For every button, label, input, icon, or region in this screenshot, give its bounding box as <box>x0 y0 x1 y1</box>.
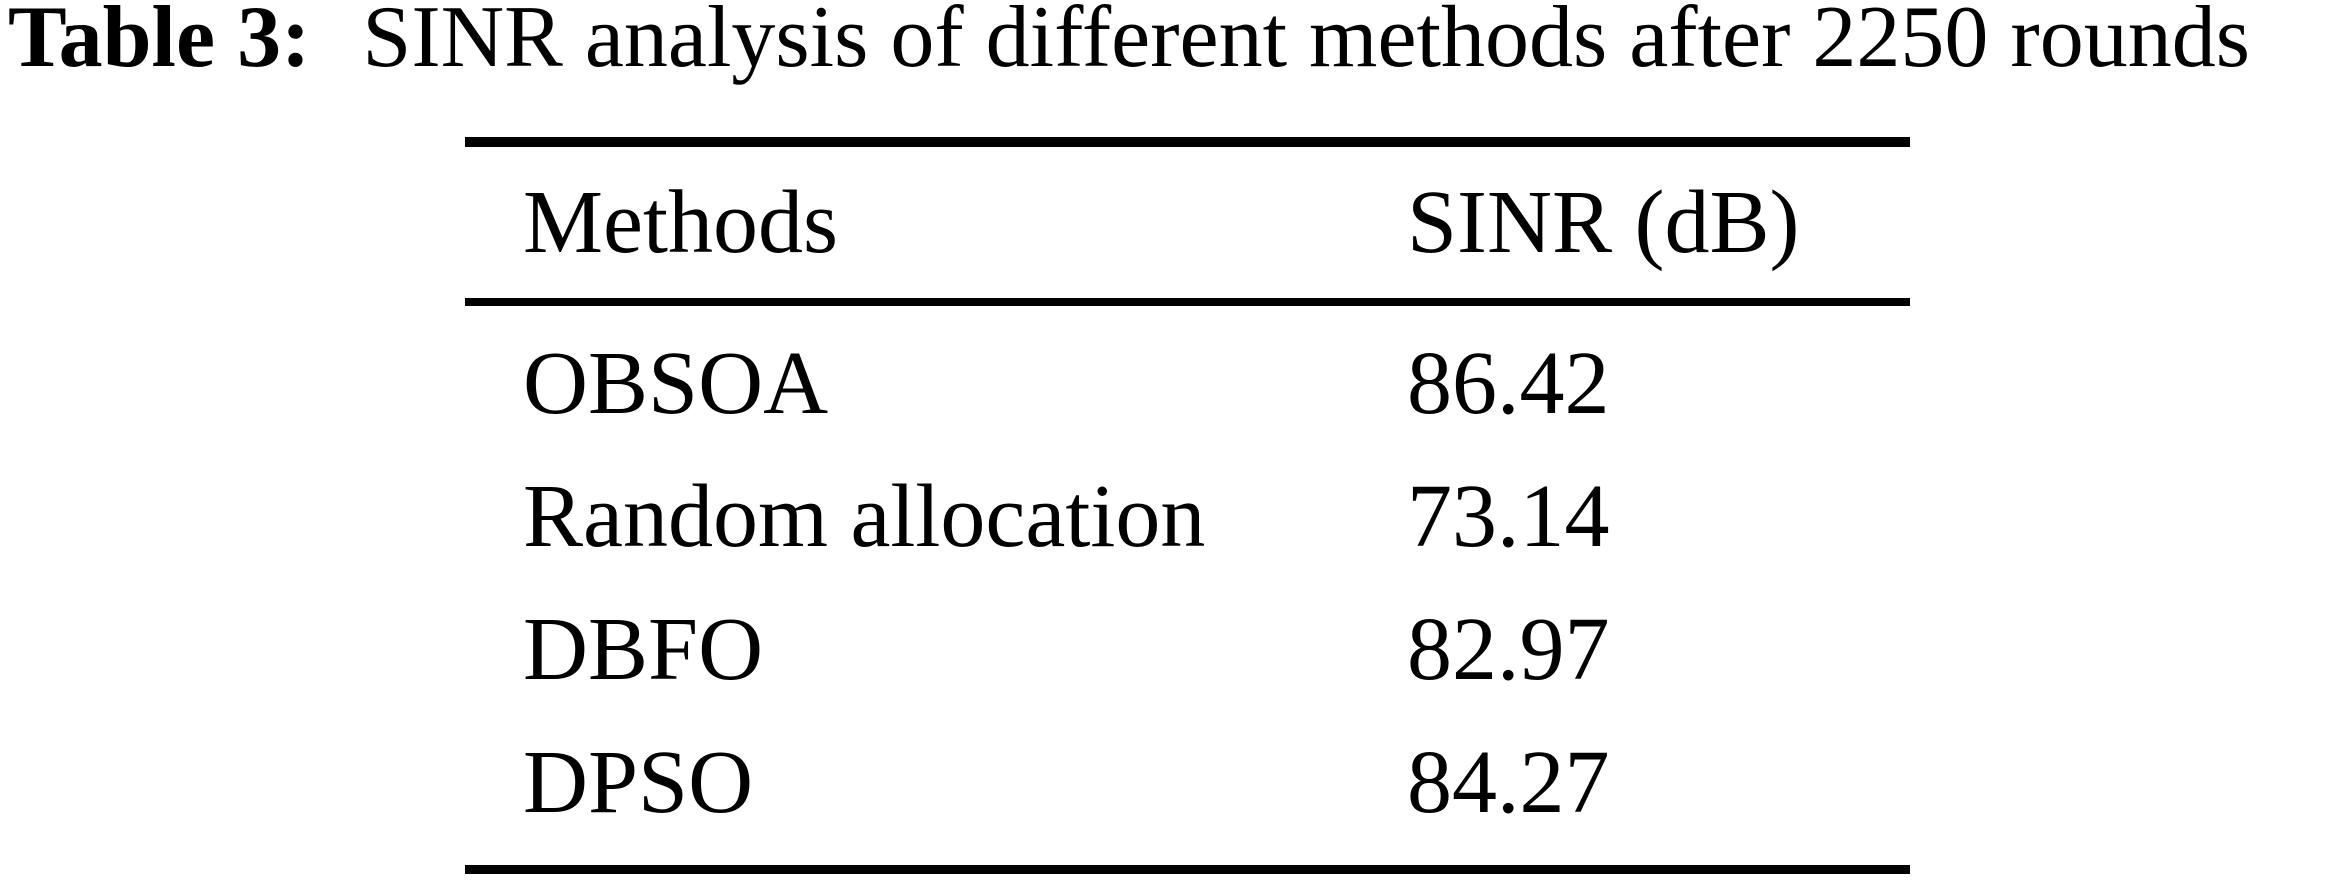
table-row: DBFO 82.97 <box>465 583 1910 716</box>
table-caption-label: Table 3: <box>8 0 311 86</box>
table-caption-text: SINR analysis of different methods after… <box>362 0 2250 86</box>
table-header-rule <box>465 298 1910 306</box>
column-header-methods: Methods <box>523 172 838 272</box>
table-row: Random allocation 73.14 <box>465 450 1910 583</box>
sinr-value-cell: 86.42 <box>1407 333 1610 433</box>
method-cell: DBFO <box>523 599 764 699</box>
sinr-table: Methods SINR (dB) OBSOA 86.42 Random all… <box>465 137 1910 874</box>
table-bottom-rule <box>465 865 1910 874</box>
sinr-value-cell: 84.27 <box>1407 732 1610 832</box>
table-caption: Table 3: SINR analysis of different metho… <box>8 0 2250 82</box>
method-cell: OBSOA <box>523 333 829 433</box>
method-cell: Random allocation <box>523 466 1206 566</box>
column-header-sinr: SINR (dB) <box>1407 172 1800 272</box>
table-top-rule <box>465 137 1910 147</box>
sinr-value-cell: 82.97 <box>1407 599 1610 699</box>
sinr-value-cell: 73.14 <box>1407 466 1610 566</box>
method-cell: DPSO <box>523 732 754 832</box>
table-body: OBSOA 86.42 Random allocation 73.14 DBFO… <box>465 306 1910 865</box>
table-row: OBSOA 86.42 <box>465 317 1910 450</box>
table-row: DPSO 84.27 <box>465 716 1910 849</box>
table-header-row: Methods SINR (dB) <box>465 147 1910 298</box>
